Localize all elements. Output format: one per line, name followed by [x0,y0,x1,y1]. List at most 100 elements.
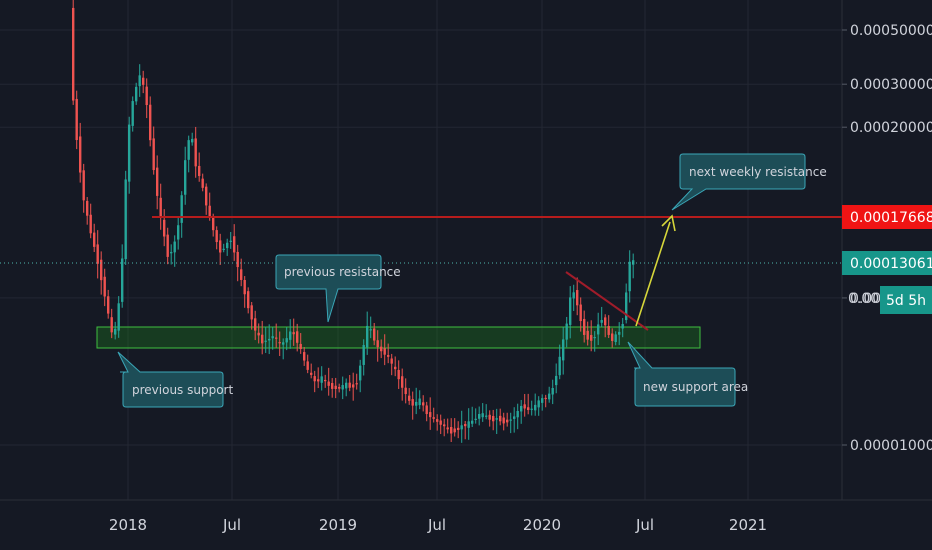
candle-20 [142,70,145,94]
candle-50 [247,287,250,314]
candle-28 [170,244,173,265]
candle-24 [156,155,159,210]
candle-26 [163,209,166,247]
candle-96 [408,388,411,405]
candle-54 [261,320,264,355]
candle-47 [236,244,239,282]
candle-141 [565,316,568,348]
candle-126 [513,407,516,433]
candle-122 [499,408,502,426]
candle-9 [103,268,106,307]
candle-78 [345,378,348,397]
candle-129 [523,393,526,417]
candle-115 [474,408,477,424]
candle-10 [107,289,110,319]
candle-5 [89,203,92,239]
candle-42 [219,233,222,265]
candle-94 [401,368,404,401]
candle-147 [586,321,589,346]
candle-56 [268,324,271,355]
candle-118 [485,404,488,420]
candle-74 [331,378,334,398]
candle-152 [604,314,607,338]
candle-3 [82,163,85,213]
candle-41 [215,226,218,250]
candle-124 [506,412,509,427]
candle-145 [579,297,582,332]
y-tick-label-1: 0.00030000 [850,77,932,93]
candle-29 [173,235,176,267]
candle-130 [527,393,530,415]
candle-106 [443,418,446,437]
candle-155 [614,331,617,346]
candle-137 [551,379,554,405]
candle-133 [537,396,540,416]
candle-79 [348,374,351,392]
x-tick-label-4: 2020 [523,516,561,534]
candle-131 [530,400,533,416]
candle-150 [597,312,600,346]
candle-44 [226,238,229,256]
candle-108 [450,418,453,443]
candle-60 [282,338,285,360]
candle-113 [467,408,470,440]
candle-114 [471,406,474,427]
candle-99 [418,390,421,410]
candle-116 [478,406,481,426]
candle-19 [138,64,141,97]
candle-52 [254,310,257,341]
label-next-resistance: next weekly resistance [689,165,827,179]
candle-65 [299,333,302,354]
candle-27 [166,227,169,265]
candle-13 [117,296,120,338]
candle-21 [145,78,148,119]
candle-6 [93,223,96,252]
candle-45 [229,231,232,249]
candle-67 [306,354,309,374]
candle-43 [222,243,225,253]
candle-102 [429,397,432,430]
projection-arrow [635,214,676,327]
candle-1 [75,90,78,150]
last-price-label: 0.00013061 [850,256,932,272]
label-previous-resistance: previous resistance [284,265,401,279]
callout-previous-support [117,351,224,408]
y-tick-label-4: 0.00001000 [850,438,932,454]
candle-15 [124,170,127,265]
candle-17 [131,96,134,132]
candle-143 [572,284,575,311]
candle-73 [327,367,330,396]
candle-70 [317,367,320,389]
candle-87 [376,330,379,362]
candle-76 [338,383,341,393]
candle-69 [313,370,316,393]
label-previous-support: previous support [132,383,233,397]
candle-144 [576,277,579,316]
candle-104 [436,414,439,431]
candle-0 [72,0,75,105]
candle-8 [100,251,103,295]
candle-58 [275,323,278,348]
countdown-tag: 5d 5h [880,286,932,314]
candle-117 [481,403,484,422]
candle-48 [240,258,243,287]
last-price-tag: 0.00013061 [842,251,932,275]
candle-111 [460,410,463,443]
callout-previous-resistance [275,254,382,323]
resistance-price-label: 0.00017668 [850,210,932,226]
candle-16 [128,116,131,194]
candle-90 [387,343,390,364]
x-tick-label-0: 2018 [109,516,147,534]
candle-51 [250,301,253,330]
candle-120 [492,409,495,431]
candle-85 [369,316,372,339]
annotation-previous-support: previous support [117,351,233,408]
candle-63 [292,318,295,346]
candle-88 [380,339,383,359]
candle-62 [289,319,292,349]
candle-157 [621,317,624,338]
candle-112 [464,420,467,440]
candle-103 [432,407,435,423]
candle-66 [303,347,306,366]
